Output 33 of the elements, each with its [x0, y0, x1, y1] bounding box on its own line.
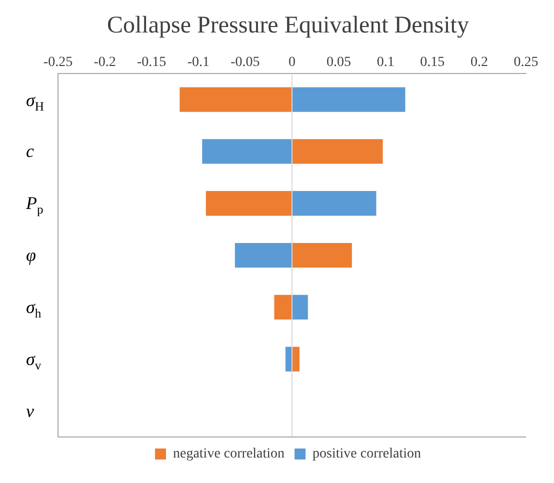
- x-tick-label: -0.1: [187, 54, 210, 70]
- bar: [180, 87, 292, 112]
- chart-title: Collapse Pressure Equivalent Density: [107, 12, 469, 39]
- y-tick-label: P$_{p}$: [26, 192, 44, 219]
- x-tick-label: 0: [288, 54, 296, 70]
- bar: [202, 139, 292, 164]
- x-tick-label: 0.25: [514, 54, 538, 70]
- bar: [234, 242, 292, 268]
- bar: [206, 191, 292, 216]
- bar: [274, 294, 292, 320]
- y-tick-label: σ$_{v}$: [26, 348, 42, 375]
- x-tick-label: -0.05: [230, 54, 260, 70]
- bar: [285, 346, 292, 372]
- x-tick-label: 0.15: [420, 54, 445, 70]
- x-tick-label: -0.25: [43, 54, 73, 70]
- bar: [292, 139, 383, 164]
- bar: [292, 191, 376, 216]
- y-tick-label: φ: [26, 244, 36, 266]
- x-tick-label: -0.15: [137, 54, 166, 70]
- legend-label: negative correlation: [172, 446, 285, 462]
- x-tick-label: 0.05: [326, 54, 352, 70]
- y-tick-label: σ$_{h}$: [26, 296, 42, 323]
- y-tick-label: ν: [26, 400, 34, 422]
- bar: [292, 242, 352, 268]
- x-tick-label: 0.2: [470, 54, 488, 70]
- bar: [292, 294, 308, 320]
- y-tick-label: σ$_{H}$: [26, 88, 44, 116]
- y-tick-label: c: [26, 140, 34, 162]
- bar: [292, 346, 300, 372]
- x-tick-label: 0.1: [376, 54, 394, 70]
- x-tick-label: -0.2: [94, 54, 116, 70]
- legend-label: positive correlation: [312, 446, 422, 462]
- bar: [292, 87, 406, 112]
